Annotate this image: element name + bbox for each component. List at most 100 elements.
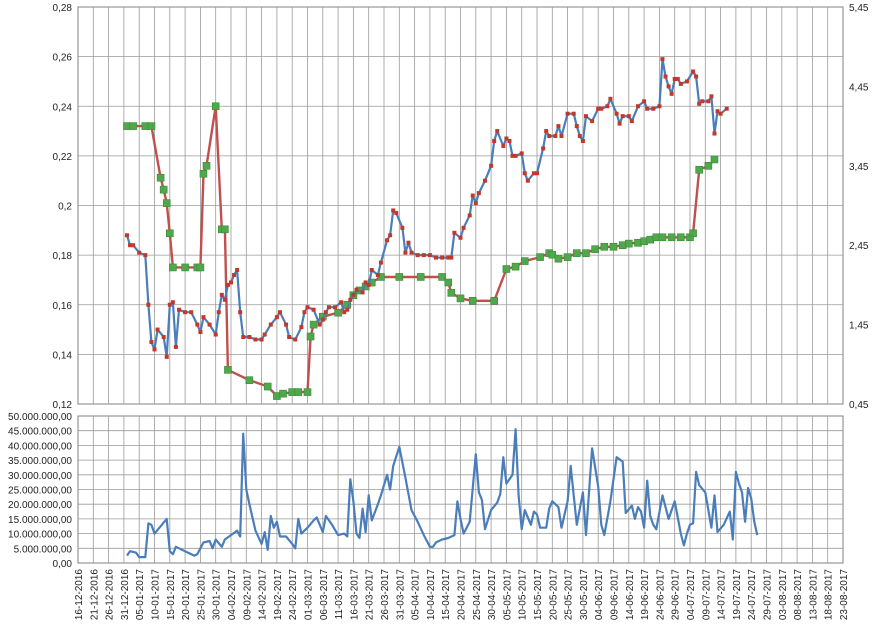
green-square-marker <box>129 122 137 130</box>
volume-tick-label: 25.000.000,00 <box>8 486 72 497</box>
red-square-marker <box>547 134 552 139</box>
green-square-marker <box>468 296 477 305</box>
x-tick-label: 21-12-2016 <box>89 569 100 621</box>
green-square-marker <box>294 388 303 396</box>
red-square-marker <box>317 322 322 327</box>
price-right-tick-label: 3,45 <box>849 162 869 173</box>
green-square-marker <box>536 253 544 261</box>
x-tick-label: 24-02-2017 <box>288 569 299 621</box>
red-square-marker <box>360 290 365 295</box>
x-tick-label: 06-03-2017 <box>319 569 330 621</box>
green-square-marker <box>416 273 425 281</box>
red-square-marker <box>629 119 634 124</box>
x-tick-label: 09-07-2017 <box>701 569 712 621</box>
red-square-marker <box>232 272 237 277</box>
red-square-marker <box>149 339 154 344</box>
red-square-marker <box>238 310 243 315</box>
red-square-marker <box>657 104 662 109</box>
red-square-marker <box>522 171 527 176</box>
red-square-marker <box>378 260 383 265</box>
red-square-marker <box>553 134 558 139</box>
x-tick-label: 25-04-2017 <box>472 569 483 621</box>
red-square-marker <box>124 233 129 238</box>
price-left-tick-label: 0,24 <box>53 102 73 113</box>
red-square-marker <box>247 335 252 340</box>
green-square-marker <box>159 185 168 194</box>
x-tick-label: 26-12-2016 <box>105 569 116 621</box>
red-square-marker <box>391 208 396 213</box>
x-tick-label: 23-08-2017 <box>839 569 850 621</box>
x-tick-label: 20-04-2017 <box>457 569 468 621</box>
green-square-marker <box>658 233 667 242</box>
green-square-marker <box>211 102 220 111</box>
x-tick-label: 18-08-2017 <box>824 569 835 621</box>
red-square-marker <box>617 121 622 126</box>
x-tick-label: 16-03-2017 <box>349 569 360 621</box>
red-square-marker <box>449 255 454 260</box>
red-square-marker <box>253 337 258 342</box>
red-square-marker <box>131 243 136 248</box>
x-tick-label: 13-08-2017 <box>808 569 819 621</box>
green-square-marker <box>444 278 453 287</box>
red-square-marker <box>216 310 221 315</box>
red-square-marker <box>626 114 631 119</box>
x-tick-label: 11-03-2017 <box>334 569 345 620</box>
x-tick-label: 29-07-2017 <box>763 569 774 621</box>
volume-series-line <box>126 428 759 559</box>
red-square-marker <box>406 240 411 245</box>
green-square-marker <box>520 257 529 265</box>
x-tick-label: 14-07-2017 <box>717 569 728 621</box>
red-square-marker <box>660 57 665 62</box>
red-square-marker <box>694 74 699 79</box>
green-square-marker <box>395 273 404 281</box>
red-square-marker <box>559 134 564 139</box>
x-tick-label: 03-08-2017 <box>778 569 789 621</box>
red-square-marker <box>128 243 133 248</box>
x-tick-label: 30-05-2017 <box>579 569 590 621</box>
red-square-marker <box>176 307 181 312</box>
price-right-tick-label: 0,45 <box>849 400 869 411</box>
red-square-marker <box>476 191 481 196</box>
x-tick-label: 31-12-2016 <box>120 569 131 621</box>
red-square-marker <box>201 315 206 320</box>
volume-tick-label: 10.000.000,00 <box>8 530 72 541</box>
red-square-marker <box>535 171 539 176</box>
green-square-marker <box>511 262 520 271</box>
red-square-marker <box>385 238 390 243</box>
red-square-marker <box>305 305 310 310</box>
red-square-marker <box>684 79 689 84</box>
x-tick-label: 15-05-2017 <box>533 569 544 621</box>
green-square-marker <box>169 263 177 272</box>
green-square-marker <box>306 332 315 341</box>
red-square-marker <box>354 287 359 292</box>
red-square-marker <box>700 99 705 104</box>
price-right-tick-label: 5,45 <box>849 3 869 14</box>
green-square-marker <box>554 254 563 263</box>
red-square-marker <box>342 310 347 315</box>
x-tick-label: 30-01-2017 <box>212 569 223 621</box>
red-square-marker <box>137 250 142 255</box>
green-square-marker <box>689 229 697 238</box>
price-left-tick-label: 0,12 <box>53 400 73 411</box>
x-tick-label: 10-01-2017 <box>151 569 162 621</box>
green-square-marker <box>677 233 685 242</box>
volume-tick-label: 45.000.000,00 <box>8 427 72 438</box>
x-tick-label: 01-03-2017 <box>304 569 315 621</box>
x-tick-label: 24-06-2017 <box>655 569 666 621</box>
x-tick-label: 21-03-2017 <box>365 569 376 621</box>
red-square-marker <box>164 354 169 359</box>
red-square-marker <box>195 322 200 327</box>
red-square-marker <box>614 111 619 116</box>
x-tick-label: 05-05-2017 <box>502 569 513 621</box>
green-square-marker <box>456 294 465 303</box>
red-square-marker <box>213 332 218 337</box>
red-square-marker <box>173 344 178 349</box>
green-square-marker <box>181 263 189 272</box>
price-left-tick-label: 0,28 <box>53 3 73 14</box>
red-square-marker <box>170 300 175 305</box>
green-square-marker <box>156 173 165 182</box>
red-square-marker <box>452 230 457 235</box>
red-square-marker <box>284 322 289 327</box>
green-square-marker <box>309 320 318 329</box>
red-square-marker <box>590 119 595 124</box>
